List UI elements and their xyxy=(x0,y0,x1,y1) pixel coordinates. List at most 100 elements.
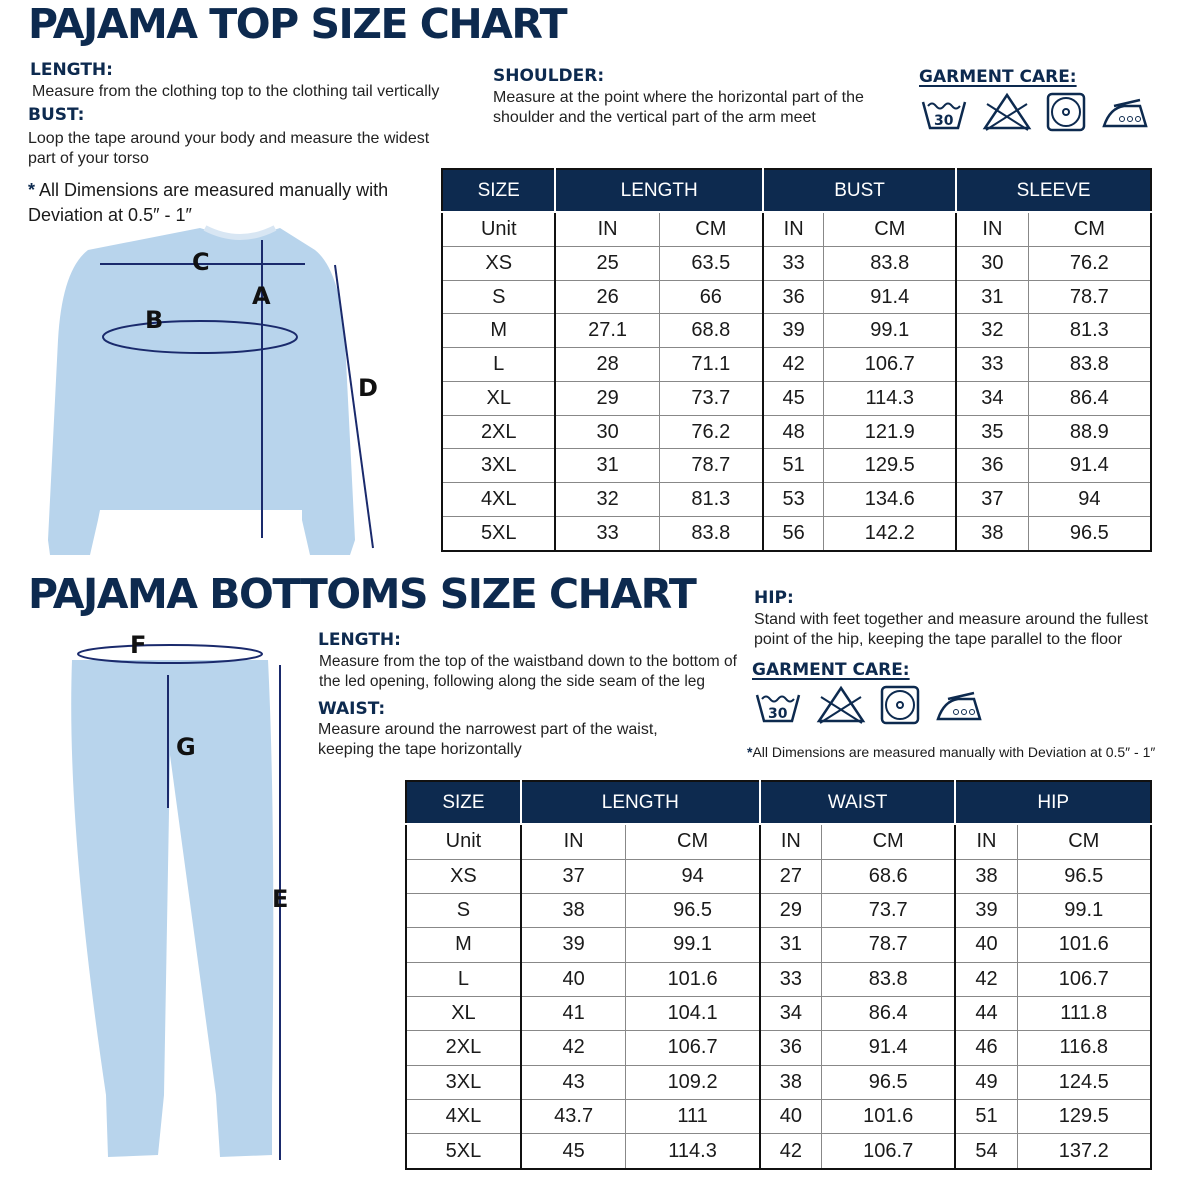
table-cell: 101.6 xyxy=(820,1098,957,1135)
unit-cell: CM xyxy=(1027,211,1152,247)
b-ellipse xyxy=(102,320,298,354)
bottom-waist-text: Measure around the narrowest part of the… xyxy=(318,721,658,758)
table-cell: 96.5 xyxy=(1016,858,1152,894)
table-row: XL 41 104.1 34 86.4 44 111.8 xyxy=(405,995,1152,1032)
header-cell: BUST xyxy=(761,169,958,213)
table-cell: 134.6 xyxy=(823,482,958,517)
header-cell: SLEEVE xyxy=(955,169,1151,213)
top-note: * All Dimensions are measured manually w… xyxy=(28,178,418,228)
table-cell: 2XL xyxy=(405,1030,522,1066)
table-cell: 83.8 xyxy=(1027,347,1152,382)
table-cell: 35 xyxy=(955,414,1029,450)
table-row: 3XL 31 78.7 51 129.5 36 91.4 xyxy=(441,448,1152,484)
table-cell: 28 xyxy=(554,347,660,382)
label-f: F xyxy=(130,631,146,659)
table-cell: 31 xyxy=(554,448,660,484)
table-cell: 109.2 xyxy=(625,1064,761,1100)
table-cell: 2XL xyxy=(441,414,557,450)
unit-cell: Unit xyxy=(405,823,522,860)
table-cell: 33 xyxy=(759,961,822,997)
note-text: All Dimensions are measured manually wit… xyxy=(28,180,389,225)
table-cell: 96.5 xyxy=(1027,515,1152,552)
table-cell: 83.8 xyxy=(823,245,958,281)
bottom-care-heading: GARMENT CARE: xyxy=(752,660,910,680)
unit-cell: IN xyxy=(954,823,1018,860)
table-cell: 96.5 xyxy=(820,1064,957,1100)
table-cell: 48 xyxy=(762,414,825,450)
table-cell: 116.8 xyxy=(1016,1030,1152,1066)
table-cell: 91.4 xyxy=(823,279,958,315)
table-cell: 86.4 xyxy=(820,995,957,1032)
unit-cell: IN xyxy=(955,211,1029,247)
table-cell: 3XL xyxy=(405,1064,522,1100)
top-title: PAJAMA TOP SIZE CHART xyxy=(28,0,568,48)
table-cell: 81.3 xyxy=(1027,313,1152,349)
table-row: L 28 71.1 42 106.7 33 83.8 xyxy=(441,347,1152,382)
tumble-dry-icon xyxy=(1046,92,1086,132)
top-care-heading: GARMENT CARE: xyxy=(919,67,1077,87)
unit-cell: CM xyxy=(820,823,957,860)
wash-30-icon: 30 xyxy=(755,694,801,723)
table-cell: 63.5 xyxy=(658,245,764,281)
table-row: 4XL 32 81.3 53 134.6 37 94 xyxy=(441,482,1152,517)
table-header-row: SIZE LENGTH BUST SLEEVE xyxy=(442,169,1151,213)
table-cell: 94 xyxy=(625,858,761,894)
table-row: S 38 96.5 29 73.7 39 99.1 xyxy=(405,892,1152,929)
iron-high-icon xyxy=(936,691,982,721)
unit-cell: CM xyxy=(1016,823,1152,860)
table-cell: 40 xyxy=(954,927,1018,963)
table-row: 5XL 45 114.3 42 106.7 54 137.2 xyxy=(405,1133,1152,1170)
table-cell: 41 xyxy=(520,995,627,1032)
label-g: G xyxy=(176,733,196,761)
table-cell: 78.7 xyxy=(1027,279,1152,315)
unit-cell: IN xyxy=(554,211,660,247)
d-arrow xyxy=(334,264,374,549)
note-text: All Dimensions are measured manually wit… xyxy=(752,744,1156,760)
unit-row: Unit IN CM IN CM IN CM xyxy=(441,211,1152,247)
table-cell: XL xyxy=(441,380,557,416)
unit-cell: IN xyxy=(520,823,627,860)
table-cell: 121.9 xyxy=(823,414,958,450)
table-cell: 51 xyxy=(954,1098,1018,1135)
top-length-text: Measure from the clothing top to the clo… xyxy=(32,83,440,100)
no-bleach-icon xyxy=(816,685,866,724)
table-cell: 68.8 xyxy=(658,313,764,349)
table-cell: 5XL xyxy=(405,1133,522,1170)
tumble-dry-icon xyxy=(880,685,920,725)
unit-cell: CM xyxy=(658,211,764,247)
top-length-heading: LENGTH: xyxy=(30,60,113,80)
table-cell: 34 xyxy=(759,995,822,1032)
table-cell: 53 xyxy=(762,482,825,517)
table-cell: 33 xyxy=(554,515,660,552)
iron-high-icon xyxy=(1102,98,1148,128)
table-cell: 26 xyxy=(554,279,660,315)
unit-cell: IN xyxy=(759,823,822,860)
asterisk: * xyxy=(28,180,36,200)
f-ellipse xyxy=(77,644,263,664)
pajama-bottoms-diagram: F G E xyxy=(71,631,288,1160)
table-cell: 42 xyxy=(762,347,825,382)
table-cell: 3XL xyxy=(441,448,557,484)
table-cell: 38 xyxy=(520,892,627,929)
table-cell: 36 xyxy=(955,448,1029,484)
top-size-table: SIZE LENGTH BUST SLEEVE Unit IN CM IN CM IN CM XS 25… xyxy=(441,168,1152,552)
table-cell: 54 xyxy=(954,1133,1018,1170)
asterisk: * xyxy=(747,744,753,760)
table-cell: 101.6 xyxy=(625,961,761,997)
table-cell: 45 xyxy=(762,380,825,416)
header-cell: LENGTH xyxy=(554,169,764,213)
table-cell: 38 xyxy=(954,858,1018,894)
table-row: M 27.1 68.8 39 99.1 32 81.3 xyxy=(441,313,1152,349)
table-cell: L xyxy=(405,961,522,997)
table-cell: 76.2 xyxy=(1027,245,1152,281)
table-cell: 39 xyxy=(520,927,627,963)
label-c: C xyxy=(192,248,210,276)
table-cell: 29 xyxy=(554,380,660,416)
table-cell: 91.4 xyxy=(1027,448,1152,484)
table-cell: 38 xyxy=(759,1064,822,1100)
no-bleach-icon xyxy=(982,92,1032,131)
table-cell: 27.1 xyxy=(554,313,660,349)
table-cell: 39 xyxy=(954,892,1018,929)
table-cell: 30 xyxy=(554,414,660,450)
table-row: 4XL 43.7 111 40 101.6 51 129.5 xyxy=(405,1098,1152,1135)
